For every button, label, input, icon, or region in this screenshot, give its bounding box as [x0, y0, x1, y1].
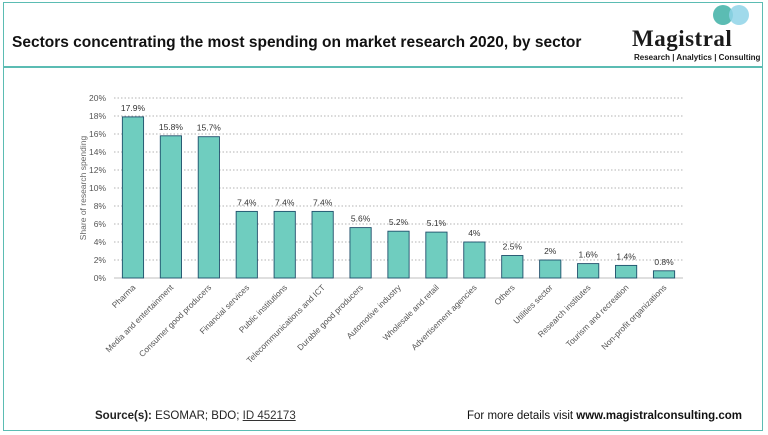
data-label: 7.4%	[237, 197, 257, 207]
bar	[197, 136, 220, 279]
y-tick-label: 2%	[94, 255, 107, 265]
data-label: 15.7%	[197, 123, 222, 133]
bar	[652, 270, 676, 279]
y-tick-label: 16%	[89, 129, 106, 139]
y-tick-label: 0%	[94, 273, 107, 283]
bar	[577, 263, 600, 279]
website-link[interactable]: www.magistralconsulting.com	[576, 410, 743, 422]
bar	[273, 210, 296, 279]
x-tick-label: Tourism and recreation	[564, 282, 631, 349]
page-frame	[3, 2, 763, 431]
bar	[349, 227, 372, 279]
data-label: 15.8%	[159, 122, 184, 132]
bar	[235, 210, 258, 279]
data-label: 7.4%	[275, 197, 295, 207]
data-label: 5.2%	[389, 217, 409, 227]
x-tick-label: Durable good producers	[295, 282, 365, 352]
x-tick-label: Others	[492, 282, 517, 307]
page-title: Sectors concentrating the most spending …	[12, 34, 582, 51]
source-text: ESOMAR; BDO;	[155, 410, 240, 422]
data-label: 5.6%	[351, 214, 371, 224]
data-label: 5.1%	[427, 218, 447, 228]
x-tick-label: Non-profit organizations	[599, 282, 668, 351]
data-label: 1.4%	[616, 251, 636, 261]
x-tick-label: Pharma	[110, 282, 138, 310]
source-label: Source(s):	[95, 410, 152, 422]
y-tick-label: 6%	[94, 219, 107, 229]
logo-circles-icon	[713, 5, 749, 25]
data-label: 2.5%	[503, 242, 523, 252]
bar	[159, 135, 182, 279]
bar-chart: 0% 2% 4% 6% 8% 10% 12% 14% 16% 18% 20% Share of res…	[78, 93, 683, 365]
bar	[463, 241, 486, 279]
y-tick-label: 14%	[89, 147, 106, 157]
x-tick-label: Telecommunications and ICT	[244, 282, 327, 365]
y-tick-label: 10%	[89, 183, 106, 193]
bar	[425, 231, 448, 279]
data-label: 2%	[544, 246, 557, 256]
x-tick-label: Advertisement agencies	[409, 282, 479, 352]
y-axis-label: Share of research spending	[78, 136, 88, 241]
more-details: For more details visit www.magistralcons…	[467, 410, 742, 422]
y-tick-label: 8%	[94, 201, 107, 211]
brand-logo[interactable]: Magistral Research | Analytics | Consult…	[628, 4, 761, 64]
bar	[311, 210, 334, 279]
data-label: 17.9%	[121, 103, 146, 113]
y-tick-label: 4%	[94, 237, 107, 247]
y-tick-label: 20%	[89, 93, 106, 103]
bar	[387, 230, 410, 279]
header-divider	[4, 66, 762, 68]
logo-name: Magistral	[632, 26, 733, 51]
logo-tagline: Research | Analytics | Consulting	[634, 53, 761, 62]
data-label: 7.4%	[313, 197, 333, 207]
data-label: 0.8%	[654, 257, 674, 267]
bar	[501, 255, 524, 279]
x-tick-label: Consumer good producers	[137, 282, 214, 359]
header: Sectors concentrating the most spending …	[4, 3, 762, 65]
data-label: 4%	[468, 228, 481, 238]
more-details-text: For more details visit	[467, 410, 574, 422]
y-tick-label: 12%	[89, 165, 106, 175]
source-id-link[interactable]: ID 452173	[242, 410, 296, 422]
y-tick-label: 18%	[89, 111, 106, 121]
data-label: 1.6%	[578, 250, 598, 260]
bar	[615, 264, 638, 279]
source-note: Source(s): ESOMAR; BDO; ID 452173	[95, 410, 296, 422]
bar	[121, 116, 145, 279]
bar	[539, 259, 562, 279]
x-tick-label: Media and entertainment	[103, 282, 175, 354]
